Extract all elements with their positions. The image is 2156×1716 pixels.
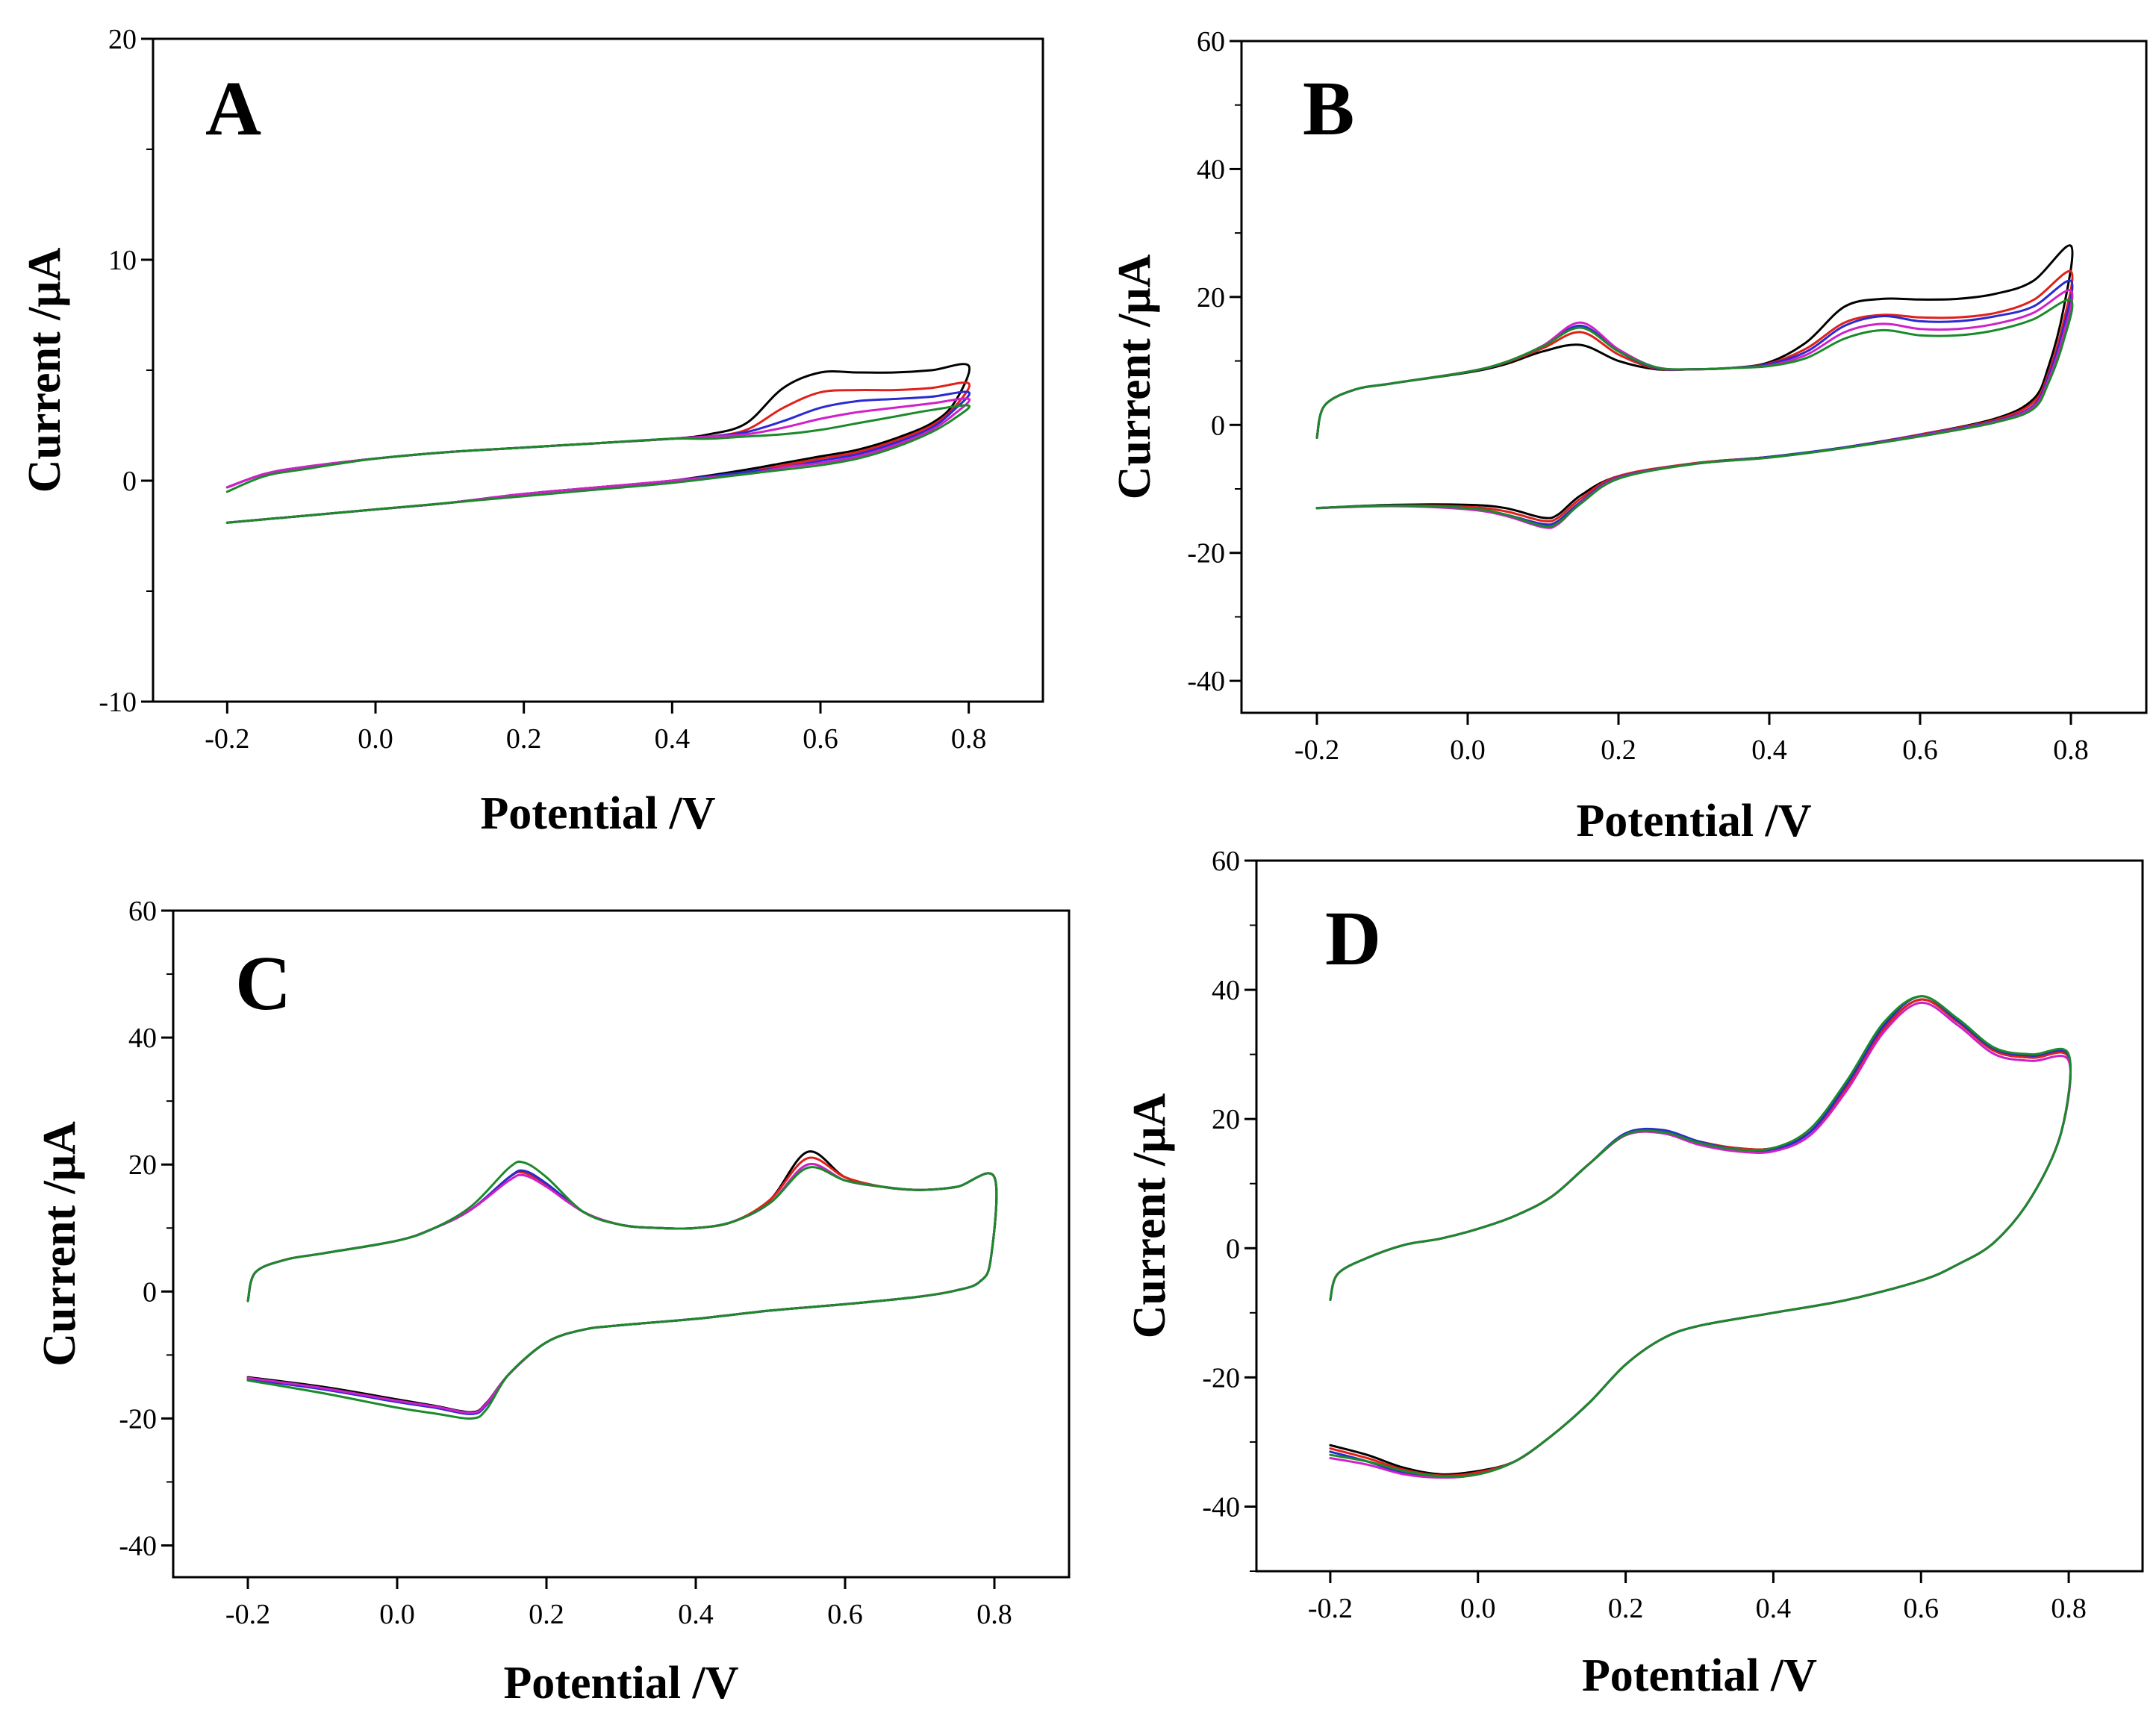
x-tick-label: 0.8 [951, 723, 987, 755]
panel-letter: A [205, 66, 261, 152]
y-tick-label: 0 [1211, 410, 1225, 441]
y-tick-label: 20 [108, 24, 137, 55]
y-tick-label: -20 [1187, 538, 1225, 570]
y-tick-label: -20 [119, 1403, 157, 1435]
y-axis-label: Current /μA [1124, 1093, 1175, 1339]
y-axis-label: Current /μA [1109, 255, 1160, 500]
panel-b: -0.2 0.0 0.2 0.4 0.6 0.8 -40 -20 0 20 40 60 Potentia… [1109, 26, 2148, 846]
x-tick-label: 0.0 [1450, 734, 1486, 766]
x-tick-label: 0.2 [1608, 1593, 1644, 1624]
y-tick-label: 60 [128, 896, 157, 927]
y-tick-label: -10 [99, 687, 137, 718]
x-tick-label: 0.8 [976, 1599, 1012, 1630]
y-tick-label: 0 [143, 1276, 157, 1308]
y-tick-label: -40 [119, 1530, 157, 1561]
y-tick-label: 10 [108, 245, 137, 276]
x-tick-label: 0.4 [1751, 734, 1787, 766]
cv-curve-green [1329, 995, 2072, 1478]
panel-letter: C [235, 940, 291, 1026]
x-tick-label: 0.2 [1601, 734, 1636, 766]
y-tick-label: 20 [128, 1149, 157, 1181]
y-tick-label: 40 [1197, 154, 1225, 185]
y-tick-label: 20 [1212, 1104, 1240, 1135]
cv-curve-black [1315, 244, 2074, 520]
x-tick-label: 0.6 [803, 723, 838, 755]
plot-frame [1240, 40, 2148, 714]
x-tick-label: 0.6 [1904, 1593, 1940, 1624]
x-tick-label: -0.2 [205, 723, 249, 755]
x-tick-label: 0.8 [2051, 1593, 2087, 1624]
x-tick-label: -0.2 [1308, 1593, 1353, 1624]
x-axis-label: Potential /V [480, 788, 715, 839]
x-tick-label: 0.6 [1902, 734, 1938, 766]
x-tick-label: -0.2 [225, 1599, 270, 1630]
x-tick-label: 0.4 [1756, 1593, 1792, 1624]
y-tick-label: -40 [1202, 1491, 1240, 1523]
plot-frame [172, 909, 1071, 1579]
y-tick-label: 40 [128, 1023, 157, 1054]
y-tick-label: -40 [1187, 666, 1225, 697]
x-tick-label: -0.2 [1294, 734, 1339, 766]
cv-curve-green [246, 1160, 998, 1420]
y-tick-label: 60 [1197, 26, 1225, 57]
x-tick-label: 0.2 [506, 723, 542, 755]
plot-frame [1255, 859, 2144, 1573]
y-tick-label: 60 [1212, 846, 1240, 877]
panel-d: -0.2 0.0 0.2 0.4 0.6 0.8 -40 -20 0 20 40 60 Potentia… [1124, 846, 2144, 1701]
x-axis-label: Potential /V [1576, 796, 1811, 846]
panel-letter: D [1325, 896, 1381, 982]
x-axis-label: Potential /V [503, 1658, 738, 1709]
cv-curve-green [225, 404, 971, 524]
x-tick-label: 0.2 [529, 1599, 564, 1630]
x-tick-label: 0.8 [2053, 734, 2089, 766]
cv-curve-green [1315, 299, 2074, 528]
panel-a: -0.2 0.0 0.2 0.4 0.6 0.8 -10 0 10 20 Potential /V C… [19, 24, 1044, 839]
x-axis-label: Potential /V [1582, 1650, 1817, 1701]
x-tick-label: 0.4 [655, 723, 691, 755]
y-axis-label: Current /μA [34, 1121, 85, 1367]
x-tick-label: 0.4 [678, 1599, 714, 1630]
cv-curve-red [1315, 269, 2074, 523]
x-tick-label: 0.0 [379, 1599, 415, 1630]
y-tick-label: 20 [1197, 282, 1225, 313]
x-tick-label: 0.0 [1460, 1593, 1496, 1624]
y-tick-label: 0 [122, 466, 137, 497]
y-tick-label: 40 [1212, 975, 1240, 1006]
x-tick-label: 0.6 [827, 1599, 863, 1630]
y-axis-label: Current /μA [19, 248, 70, 493]
panel-letter: B [1303, 66, 1354, 152]
panel-c: -0.2 0.0 0.2 0.4 0.6 0.8 -40 -20 0 20 40 60 Potentia… [34, 896, 1071, 1709]
x-tick-label: 0.0 [358, 723, 393, 755]
y-tick-label: -20 [1202, 1362, 1240, 1394]
y-tick-label: 0 [1226, 1233, 1240, 1264]
